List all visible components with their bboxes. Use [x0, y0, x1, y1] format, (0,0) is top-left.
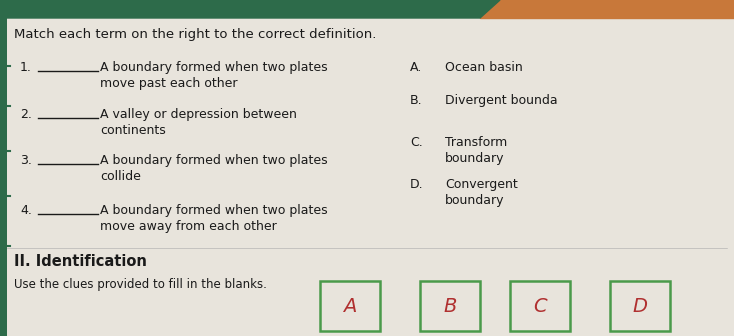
Text: A.: A. — [410, 61, 422, 74]
Bar — [0, 0, 734, 18]
Text: move away from each other: move away from each other — [100, 220, 277, 233]
Text: Convergent: Convergent — [445, 178, 517, 191]
Bar — [320, 281, 380, 331]
Text: B.: B. — [410, 94, 423, 107]
Polygon shape — [480, 0, 734, 18]
Bar — [0, 18, 7, 336]
Polygon shape — [0, 0, 500, 18]
Text: A boundary formed when two plates: A boundary formed when two plates — [100, 204, 327, 217]
Text: A boundary formed when two plates: A boundary formed when two plates — [100, 61, 327, 74]
Text: 2.: 2. — [20, 108, 32, 121]
Text: continents: continents — [100, 124, 166, 137]
Text: A: A — [344, 296, 357, 316]
Bar — [510, 281, 570, 331]
Bar — [420, 281, 480, 331]
Text: 3.: 3. — [20, 154, 32, 167]
Text: boundary: boundary — [445, 194, 504, 207]
Text: move past each other: move past each other — [100, 77, 238, 90]
Text: A boundary formed when two plates: A boundary formed when two plates — [100, 154, 327, 167]
Text: D: D — [633, 296, 647, 316]
Text: 1.: 1. — [20, 61, 32, 74]
Text: II. Identification: II. Identification — [14, 254, 147, 269]
Text: C.: C. — [410, 136, 423, 149]
Text: Divergent bounda: Divergent bounda — [445, 94, 558, 107]
Text: Ocean basin: Ocean basin — [445, 61, 523, 74]
Text: D.: D. — [410, 178, 424, 191]
Text: collide: collide — [100, 170, 141, 183]
Bar — [610, 281, 670, 331]
Text: Use the clues provided to fill in the blanks.: Use the clues provided to fill in the bl… — [14, 278, 267, 291]
Text: boundary: boundary — [445, 152, 504, 165]
Text: A valley or depression between: A valley or depression between — [100, 108, 297, 121]
Text: C: C — [533, 296, 547, 316]
Text: 4.: 4. — [20, 204, 32, 217]
Text: Transform: Transform — [445, 136, 507, 149]
Text: B: B — [443, 296, 457, 316]
Text: Match each term on the right to the correct definition.: Match each term on the right to the corr… — [14, 28, 377, 41]
